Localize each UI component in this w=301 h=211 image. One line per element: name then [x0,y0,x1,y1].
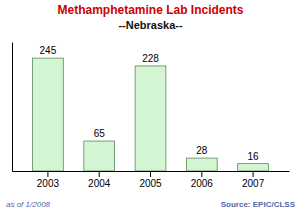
x-tick-mark [99,171,100,177]
bar [135,66,166,171]
annotation: Source: EPIC/CLSS [221,200,296,209]
x-tick-label: 2007 [242,178,265,189]
data-labels: 245 65 228 28 16 [40,45,260,162]
x-tick-mark [253,171,254,177]
x-tick: 2004 [88,171,111,189]
bars [33,58,269,171]
data-label: 245 [40,45,57,56]
x-tick-mark [201,171,202,177]
x-tick: 2005 [139,171,162,189]
x-tick: 2006 [191,171,214,189]
data-label: 28 [196,145,208,156]
x-axis: 2003 2004 2005 2006 2007 [13,171,290,189]
bar [84,141,115,171]
x-tick-mark [47,171,48,177]
y-axis-line [12,43,13,172]
x-tick-label: 2005 [139,178,162,189]
data-label: 65 [94,128,106,139]
plot-area: 245 65 228 28 16 2003 2004 2005 2006 2007 [13,43,290,190]
bar [186,158,217,171]
x-tick: 2007 [242,171,265,189]
chart: Methamphetamine Lab Incidents --Nebraska-… [0,0,301,211]
y-axis [12,43,13,172]
x-tick-mark [150,171,151,177]
x-tick-label: 2003 [37,178,60,189]
x-tick: 2003 [37,171,60,189]
subtitle: --Nebraska-- [118,19,183,31]
annotation: as of 1/2008 [6,200,51,209]
x-tick-label: 2006 [191,178,214,189]
data-label: 16 [248,151,260,162]
data-label: 228 [142,53,159,64]
x-tick-label: 2004 [88,178,111,189]
bar [33,58,64,171]
title: Methamphetamine Lab Incidents [57,3,243,17]
bar [238,164,269,171]
